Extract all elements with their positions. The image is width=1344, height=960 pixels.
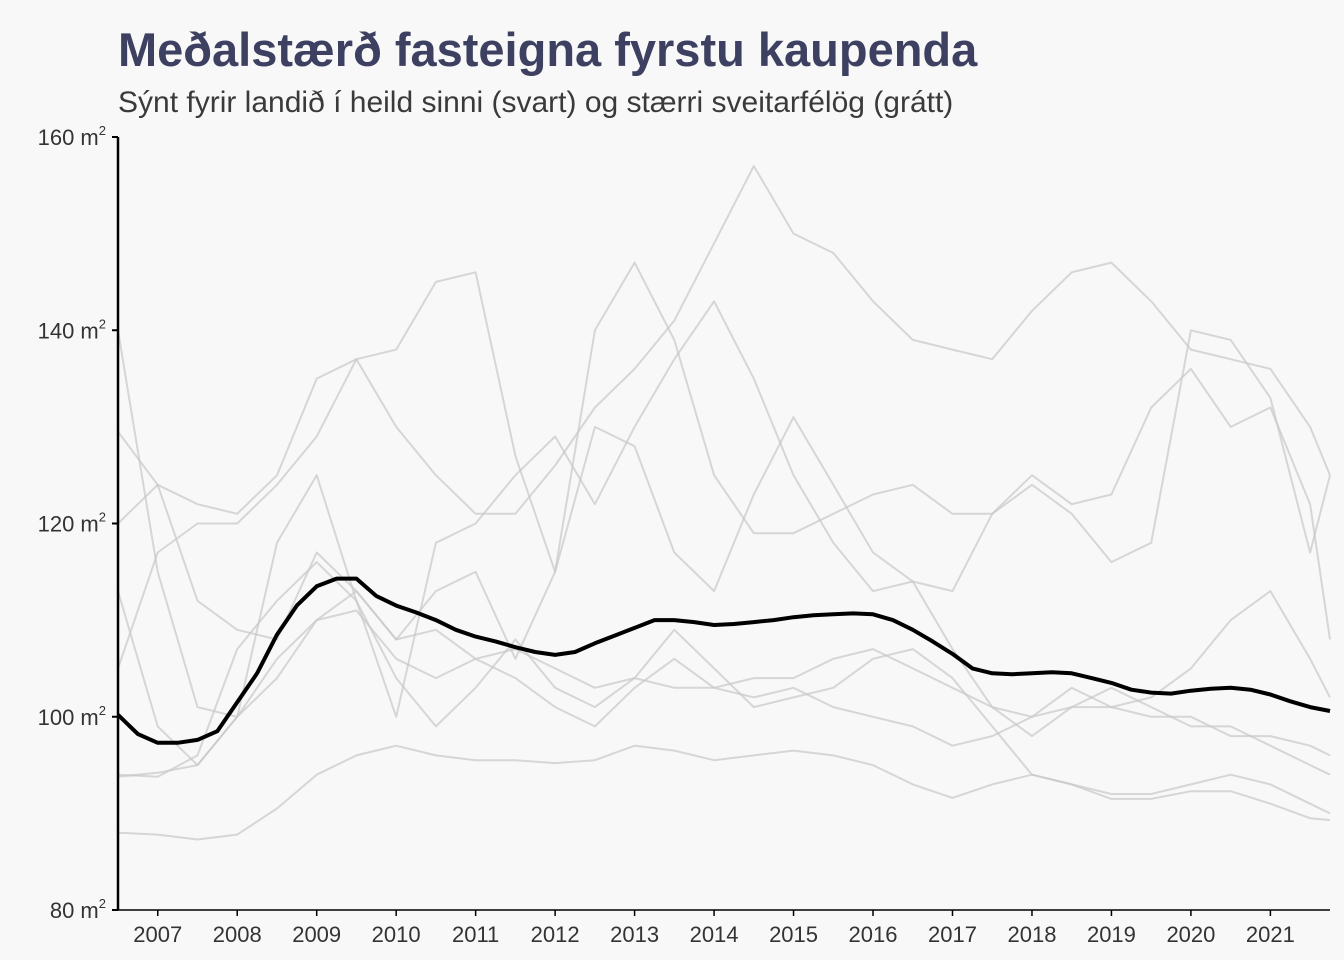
x-tick-label: 2015 bbox=[769, 922, 818, 947]
municipality-lines bbox=[117, 165, 1331, 841]
chart-subtitle: Sýnt fyrir landið í heild sinni (svart) … bbox=[118, 86, 954, 119]
municipality-line-6 bbox=[117, 744, 1331, 841]
x-tick-label: 2010 bbox=[372, 922, 421, 947]
x-tick-label: 2014 bbox=[690, 922, 739, 947]
x-tick-label: 2008 bbox=[213, 922, 262, 947]
chart-title: Meðalstærð fasteigna fyrstu kaupenda bbox=[118, 23, 978, 76]
national-line bbox=[116, 576, 1331, 745]
y-tick-label: 100 m2 bbox=[38, 703, 106, 730]
x-tick-label: 2016 bbox=[849, 922, 898, 947]
y-tick-label: 160 m2 bbox=[38, 123, 106, 150]
x-tick-label: 2011 bbox=[452, 922, 499, 947]
municipality-line-4 bbox=[117, 300, 1331, 767]
municipality-line-7 bbox=[117, 561, 1331, 822]
x-tick-label: 2018 bbox=[1007, 922, 1056, 947]
x-axis-ticks: 2007 2008 2009 2010 2011 2012 2013 2014 2015 2016… bbox=[133, 910, 1295, 947]
x-tick-label: 2020 bbox=[1166, 922, 1215, 947]
municipality-line-2 bbox=[117, 330, 1331, 747]
y-tick-label: 120 m2 bbox=[38, 510, 106, 537]
municipality-line-5 bbox=[117, 609, 1331, 778]
municipality-line-3 bbox=[117, 165, 1331, 525]
y-axis-ticks: 80 m2 100 m2 120 m2 140 m2 160 m2 bbox=[38, 123, 118, 923]
municipality-line-1 bbox=[117, 416, 1331, 776]
x-tick-label: 2021 bbox=[1246, 922, 1295, 947]
x-tick-label: 2009 bbox=[292, 922, 341, 947]
y-tick-label: 80 m2 bbox=[50, 896, 106, 923]
x-tick-label: 2007 bbox=[133, 922, 182, 947]
x-tick-label: 2013 bbox=[610, 922, 659, 947]
x-tick-label: 2017 bbox=[928, 922, 977, 947]
y-tick-label: 140 m2 bbox=[38, 316, 106, 343]
x-tick-label: 2012 bbox=[531, 922, 580, 947]
national-line-group bbox=[116, 576, 1331, 745]
x-tick-label: 2019 bbox=[1087, 922, 1136, 947]
municipality-line-8 bbox=[117, 261, 1331, 669]
